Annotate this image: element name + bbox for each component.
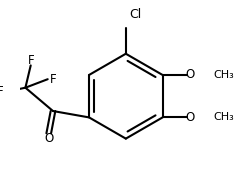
Text: O: O [44, 132, 53, 145]
Text: F: F [50, 73, 56, 86]
Text: O: O [185, 68, 195, 81]
Text: F: F [0, 85, 3, 98]
Text: F: F [27, 54, 34, 67]
Text: CH₃: CH₃ [214, 70, 234, 80]
Text: CH₃: CH₃ [214, 112, 234, 122]
Text: O: O [185, 111, 195, 124]
Text: Cl: Cl [129, 8, 141, 21]
